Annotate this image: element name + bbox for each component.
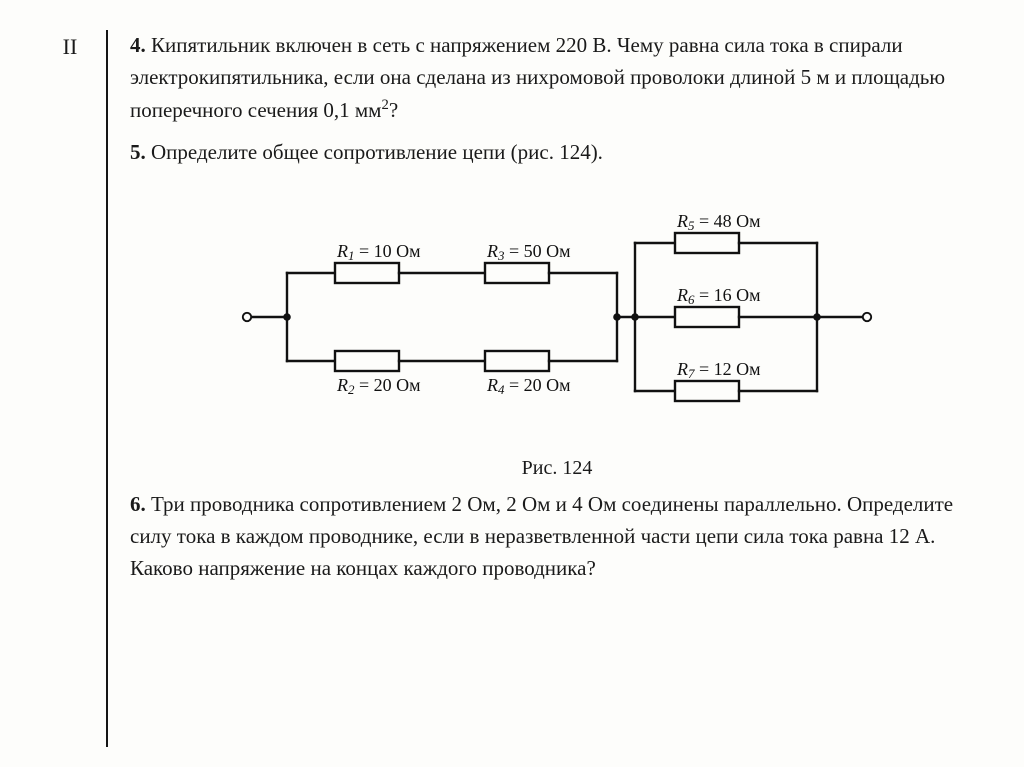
figure-caption: Рис. 124 — [522, 453, 593, 483]
section-label: II — [40, 30, 100, 747]
problem-number: 6. — [130, 492, 146, 516]
svg-text:R4 = 20 Ом: R4 = 20 Ом — [486, 375, 571, 397]
problem-text: Кипятильник включен в сеть с напряжением… — [130, 33, 945, 122]
problem-4: 4. Кипятильник включен в сеть с напряжен… — [130, 30, 984, 127]
svg-text:R1 = 10 Ом: R1 = 10 Ом — [336, 241, 421, 263]
svg-text:R2 = 20 Ом: R2 = 20 Ом — [336, 375, 421, 397]
unit-superscript: 2 — [381, 97, 388, 113]
circuit-diagram: R1 = 10 Ом R3 = 50 Ом R2 = 20 Ом R4 = 20 Ом… — [217, 187, 897, 447]
svg-text:R6 = 16 Ом: R6 = 16 Ом — [676, 285, 761, 307]
problem-text: Три проводника сопротивлением 2 Ом, 2 Ом… — [130, 492, 953, 580]
vertical-rule — [106, 30, 108, 747]
problem-5: 5. Определите общее сопротивление цепи (… — [130, 137, 984, 169]
problem-6: 6. Три проводника сопротивлением 2 Ом, 2… — [130, 489, 984, 585]
problem-text: Определите общее сопротивление цепи (рис… — [151, 140, 603, 164]
figure-124: R1 = 10 Ом R3 = 50 Ом R2 = 20 Ом R4 = 20 Ом… — [130, 187, 984, 483]
content-column: 4. Кипятильник включен в сеть с напряжен… — [130, 30, 984, 747]
problem-number: 4. — [130, 33, 146, 57]
svg-text:R3 = 50 Ом: R3 = 50 Ом — [486, 241, 571, 263]
problem-number: 5. — [130, 140, 146, 164]
svg-text:R7 = 12 Ом: R7 = 12 Ом — [676, 359, 761, 381]
svg-text:R5 = 48 Ом: R5 = 48 Ом — [676, 211, 761, 233]
